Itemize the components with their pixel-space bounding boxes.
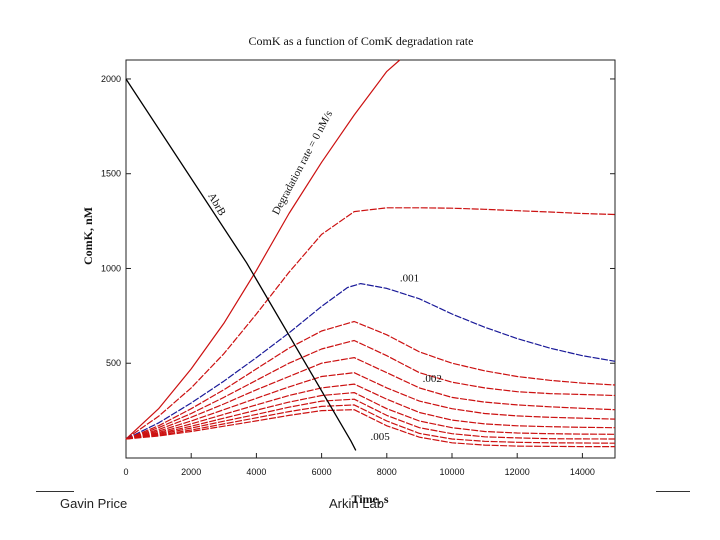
series-line — [125, 398, 616, 440]
x-tick-label: 2000 — [181, 467, 201, 477]
series-line — [125, 404, 616, 444]
series-line — [125, 339, 616, 440]
series-line — [125, 409, 615, 448]
y-tick-label: 1000 — [101, 263, 121, 273]
x-tick-label: 10000 — [439, 467, 464, 477]
x-axis-label: Time, s — [351, 492, 388, 506]
series-annotation: Degradation rate = 0 nM/s — [270, 109, 335, 217]
series-line — [125, 357, 616, 440]
footer-rule-left — [36, 491, 74, 492]
y-tick-label: 500 — [106, 358, 121, 368]
series-line — [125, 59, 401, 440]
series-line — [125, 372, 616, 440]
x-tick-label: 12000 — [505, 467, 530, 477]
y-tick-label: 1500 — [101, 169, 121, 179]
series-line — [125, 283, 616, 440]
series-annotation: .001 — [400, 273, 419, 285]
x-tick-label: 8000 — [377, 467, 397, 477]
y-axis-label: ComK, nM — [81, 207, 95, 265]
series-line — [125, 383, 616, 440]
series-line — [125, 207, 616, 440]
x-tick-label: 6000 — [312, 467, 332, 477]
series-line — [125, 320, 616, 440]
series-line — [125, 78, 357, 451]
footer-lab: Arkin Lab — [329, 496, 384, 511]
series-annotation: .005 — [371, 431, 391, 443]
x-tick-label: 0 — [123, 467, 128, 477]
series-annotation: .002 — [423, 373, 442, 385]
x-tick-label: 14000 — [570, 467, 595, 477]
footer-rule-right — [656, 491, 690, 492]
chart-title: ComK as a function of ComK degradation r… — [249, 34, 474, 48]
plot-frame — [125, 59, 616, 459]
x-tick-label: 4000 — [246, 467, 266, 477]
series-line — [125, 392, 616, 440]
y-tick-label: 2000 — [101, 74, 121, 84]
footer-author: Gavin Price — [60, 496, 128, 511]
